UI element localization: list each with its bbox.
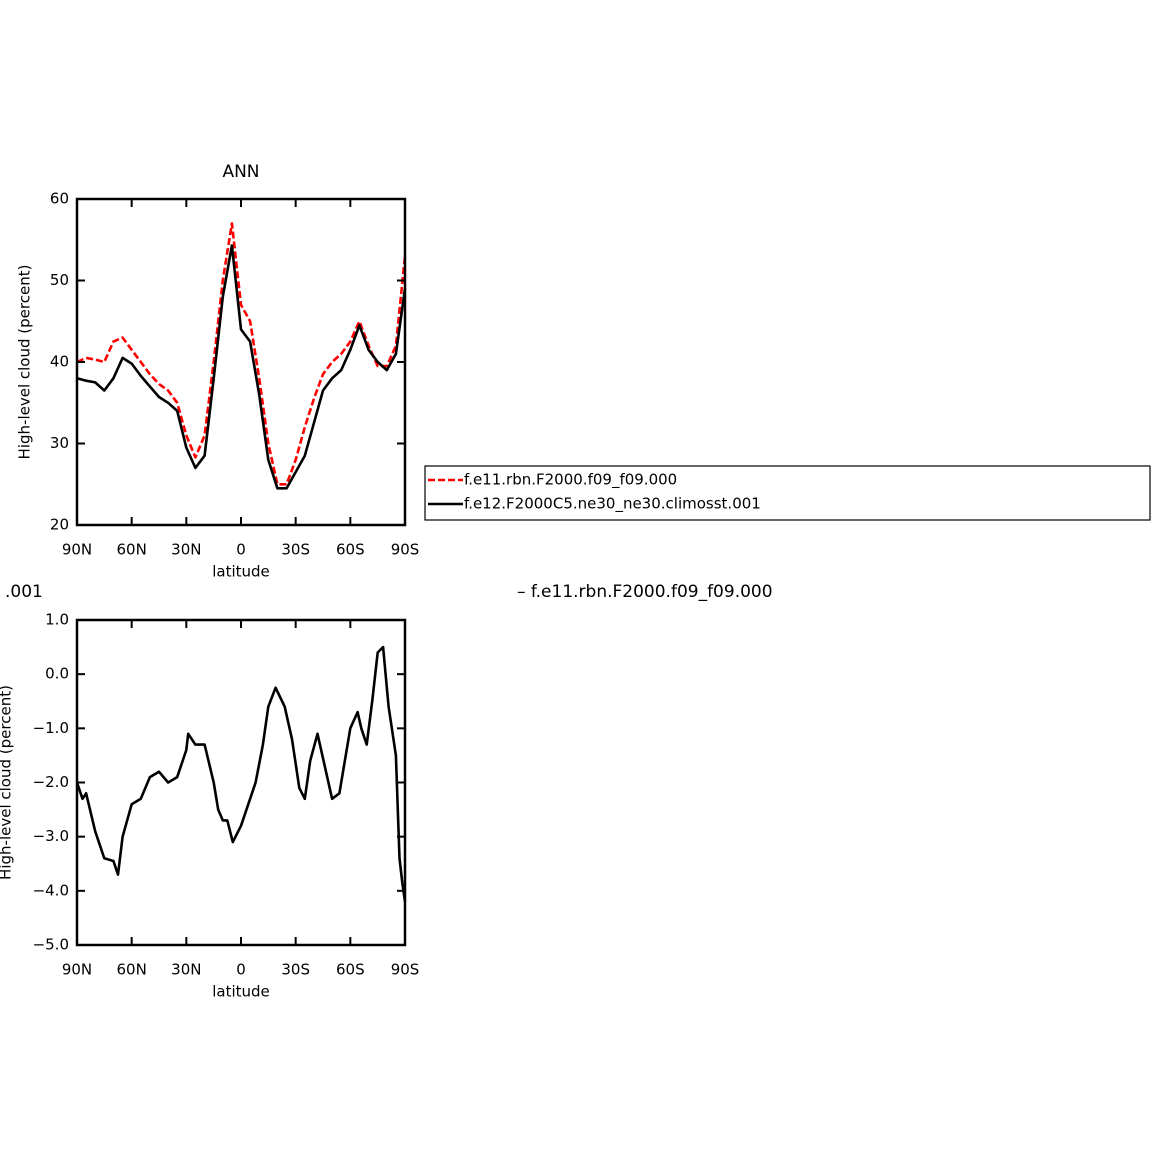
y-tick-label: −1.0 <box>33 719 69 737</box>
chart-title: .001 <box>5 582 43 602</box>
x-tick-label: 30N <box>171 961 201 979</box>
x-tick-label: 90S <box>391 961 420 979</box>
legend-box <box>424 465 1151 521</box>
chart-title: – f.e11.rbn.F2000.f09_f09.000 <box>517 582 773 602</box>
x-tick-label: 30S <box>281 541 310 559</box>
x-tick-label: 30S <box>281 961 310 979</box>
y-tick-label: 1.0 <box>45 611 69 629</box>
x-tick-label: 60N <box>117 961 147 979</box>
y-tick-label: −2.0 <box>33 773 69 791</box>
y-tick-label: −4.0 <box>33 881 69 899</box>
y-tick-label: −5.0 <box>33 936 69 954</box>
y-tick-label: 50 <box>50 271 69 289</box>
y-axis-label: High-level cloud (percent) <box>16 265 34 460</box>
plot-frame <box>75 197 407 527</box>
x-tick-label: 60S <box>336 541 365 559</box>
y-tick-label: −3.0 <box>33 827 69 845</box>
plot-frame <box>75 618 407 947</box>
legend-label: f.e12.F2000C5.ne30_ne30.climosst.001 <box>464 495 761 514</box>
x-axis-label: latitude <box>212 563 270 581</box>
y-tick-label: 0.0 <box>45 665 69 683</box>
x-tick-label: 60S <box>336 961 365 979</box>
x-tick-label: 60N <box>117 541 147 559</box>
y-tick-label: 40 <box>50 353 69 371</box>
y-tick-label: 20 <box>50 516 69 534</box>
y-axis-label: High-level cloud (percent) <box>0 685 15 880</box>
x-tick-label: 30N <box>171 541 201 559</box>
x-tick-label: 0 <box>236 961 246 979</box>
x-tick-label: 90S <box>391 541 420 559</box>
x-tick-label: 90N <box>62 961 92 979</box>
x-tick-label: 90N <box>62 541 92 559</box>
x-tick-label: 0 <box>236 541 246 559</box>
y-tick-label: 30 <box>50 434 69 452</box>
x-axis-label: latitude <box>212 983 270 1001</box>
legend-label: f.e11.rbn.F2000.f09_f09.000 <box>464 471 677 490</box>
chart-title: ANN <box>222 162 259 182</box>
data-line <box>75 645 407 902</box>
data-line <box>76 244 407 490</box>
y-tick-label: 60 <box>50 190 69 208</box>
data-line <box>76 222 407 486</box>
